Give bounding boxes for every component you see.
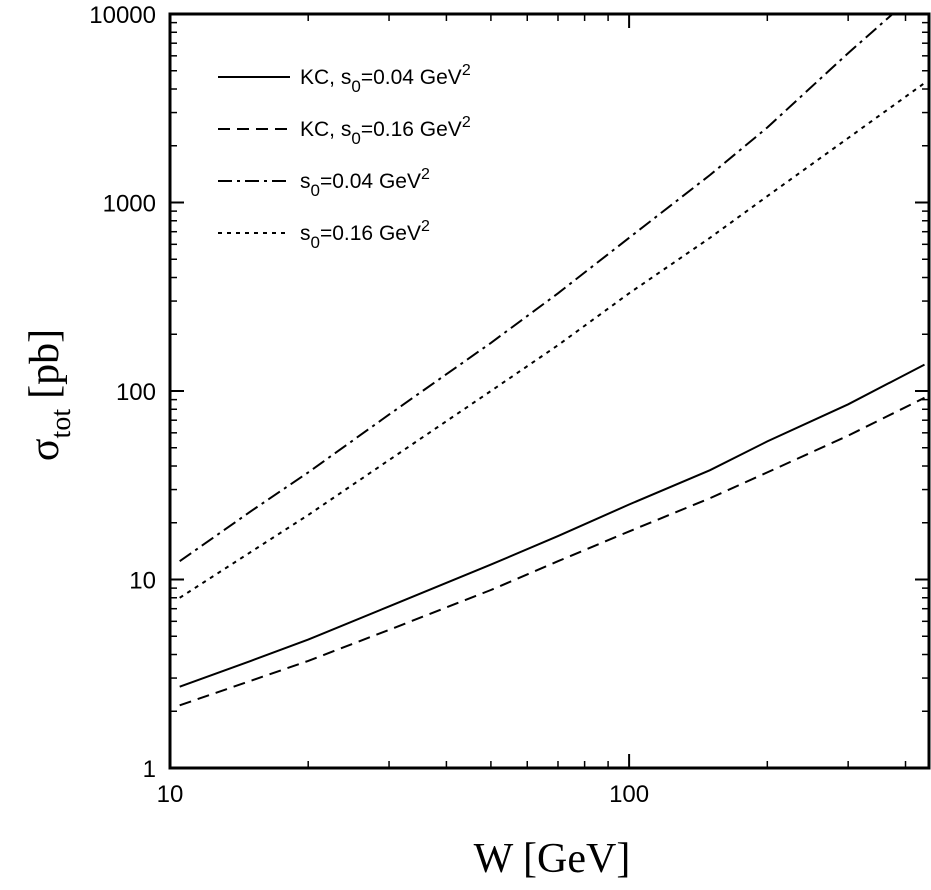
series-line-3: [179, 14, 894, 563]
x-tick-label: 10: [157, 781, 184, 808]
y-tick-label: 1: [143, 756, 156, 783]
y-tick-label: 10000: [89, 2, 156, 29]
y-tick-label: 100: [116, 379, 156, 406]
legend-label-1: KC, s0=0.04 GeV2: [300, 62, 471, 96]
legend-label-2: KC, s0=0.16 GeV2: [300, 114, 471, 148]
y-tick-label: 1000: [103, 191, 156, 218]
x-tick-label: 100: [609, 781, 649, 808]
plot-frame: [168, 12, 931, 770]
x-axis-title: W [GeV]: [474, 836, 631, 882]
series-layer: [179, 14, 926, 707]
series-line-4: [179, 82, 926, 599]
legend-label-3: s0=0.04 GeV2: [300, 166, 430, 200]
series-line-1: [179, 363, 925, 688]
series-line-2: [179, 396, 925, 707]
legend-label-4: s0=0.16 GeV2: [300, 218, 430, 252]
y-tick-label: 10: [129, 568, 156, 595]
y-axis-title: σtot[pb]: [22, 329, 77, 461]
legend: KC, s0=0.04 GeV2 KC, s0=0.16 GeV2 s0=0.04 …: [218, 62, 471, 252]
